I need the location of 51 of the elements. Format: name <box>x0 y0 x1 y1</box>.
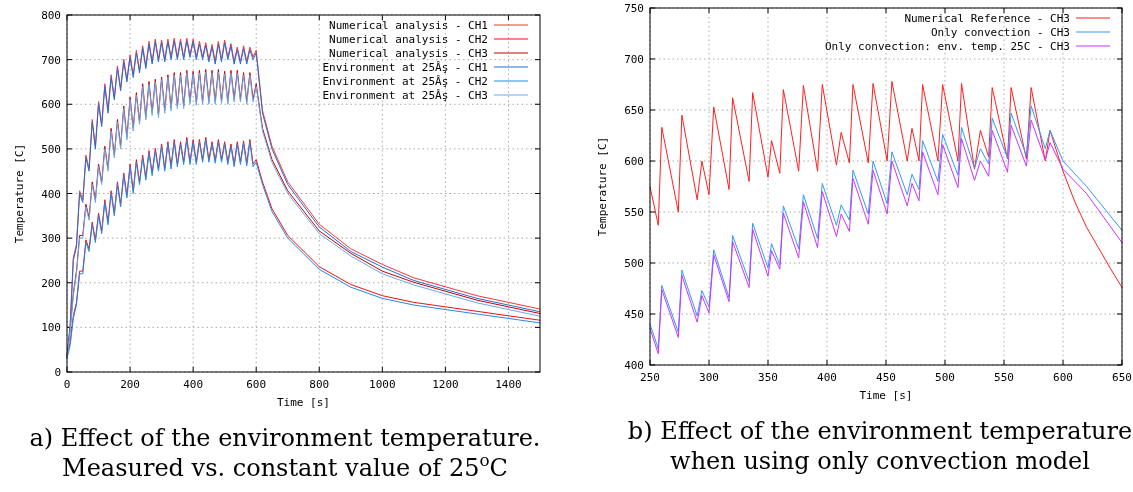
x-tick-label: 400 <box>817 371 837 384</box>
line-series <box>649 80 1123 288</box>
x-axis-title: Time [s] <box>859 389 913 402</box>
legend-label: Only convection: env. temp. 25C - CH3 <box>824 40 1070 53</box>
text: when using only convection model <box>670 447 1090 475</box>
y-tick-label: 200 <box>41 276 61 290</box>
legend-label: Only convection - CH3 <box>930 26 1070 39</box>
y-tick-label: 750 <box>624 2 644 15</box>
x-tick-label: 600 <box>246 378 267 391</box>
x-tick-label: 800 <box>309 378 330 391</box>
y-tick-label: 300 <box>41 232 61 246</box>
x-tick-label: 1000 <box>369 378 396 391</box>
y-tick-label: 700 <box>624 53 644 66</box>
legend-label: Environment at 25Âş - CH3 <box>322 89 488 102</box>
x-tick-label: 650 <box>1112 371 1132 384</box>
legend-label: Numerical Reference - CH3 <box>904 12 1070 25</box>
x-tick-label: 300 <box>699 371 719 384</box>
y-tick-label: 400 <box>41 187 61 201</box>
legend-label: Numerical analysis - CH3 <box>329 47 488 60</box>
x-tick-label: 250 <box>640 371 660 384</box>
x-tick-label: 400 <box>183 378 204 391</box>
x-tick-label: 1400 <box>495 378 522 391</box>
legend-label: Numerical analysis - CH2 <box>329 33 488 46</box>
y-axis-title: Temperature [C] <box>596 136 609 237</box>
y-tick-label: 600 <box>41 98 61 112</box>
y-tick-label: 800 <box>41 9 61 22</box>
y-tick-label: 500 <box>41 142 61 156</box>
legend-label: Environment at 25Âş - CH2 <box>322 75 488 88</box>
x-tick-label: 600 <box>1053 371 1073 384</box>
x-tick-label: 550 <box>994 371 1014 384</box>
text: b) Effect of the environment temperature <box>627 417 1133 445</box>
y-tick-label: 700 <box>41 53 61 67</box>
x-tick-label: 0 <box>63 378 71 391</box>
y-tick-label: 600 <box>624 155 644 168</box>
y-tick-label: 400 <box>624 359 644 372</box>
text: a) Effect of the environment temperature. <box>29 424 541 452</box>
text: Measured vs. constant value of 25$^{o}$C <box>62 450 508 482</box>
y-tick-label: 650 <box>624 104 644 117</box>
x-tick-label: 1200 <box>432 378 459 391</box>
x-tick-label: 500 <box>935 371 955 384</box>
y-tick-label: 100 <box>41 321 61 335</box>
legend-label: Numerical analysis - CH1 <box>329 19 488 32</box>
y-tick-label: 450 <box>624 308 644 321</box>
legend-label: Environment at 25Âş - CH1 <box>322 61 488 74</box>
x-tick-label: 450 <box>876 371 896 384</box>
x-tick-label: 350 <box>758 371 778 384</box>
y-axis-title: Temperature [C] <box>13 143 26 244</box>
y-tick-label: 550 <box>624 206 644 219</box>
x-axis-title: Time [s] <box>277 396 330 409</box>
x-tick-label: 200 <box>120 378 140 391</box>
y-tick-label: 500 <box>624 257 644 270</box>
